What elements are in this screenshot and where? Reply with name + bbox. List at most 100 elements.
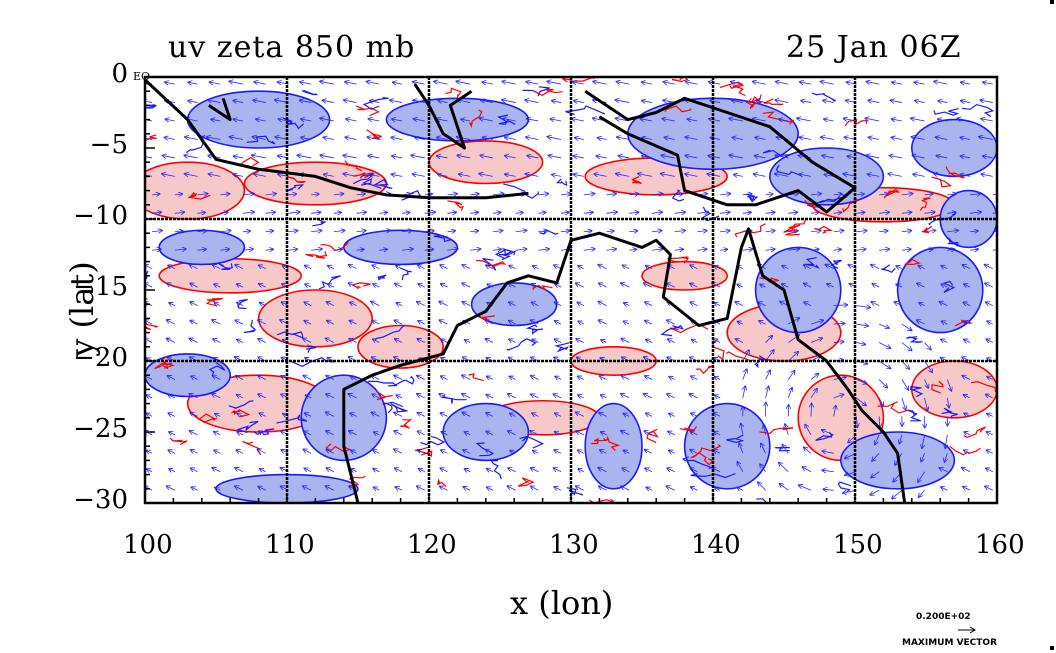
vorticity-contour [830, 259, 842, 269]
wind-vector [555, 413, 562, 416]
wind-vector [765, 194, 773, 195]
wind-vector [237, 414, 244, 417]
wind-vector [941, 487, 948, 490]
wind-vector [185, 137, 198, 140]
wind-vector [413, 82, 425, 84]
wind-vector [152, 231, 162, 232]
wind-vector [947, 249, 954, 250]
vorticity-contour [348, 475, 366, 487]
vorticity-contour [605, 435, 621, 451]
vorticity-contour [750, 94, 762, 104]
vorticity-contour [360, 177, 382, 189]
wind-vector [629, 194, 638, 195]
wind-vector [547, 137, 562, 140]
wind-vector [944, 453, 947, 462]
wind-vector [732, 137, 743, 139]
wind-vector [229, 81, 244, 85]
wind-vector [258, 320, 266, 325]
wind-vector [601, 432, 607, 435]
wind-vector [599, 413, 607, 417]
wind-vector [945, 434, 947, 448]
wind-vector [396, 395, 403, 398]
negative-vorticity-region [939, 189, 997, 249]
wind-vector [213, 339, 221, 343]
x-tick-label: 150 [833, 530, 883, 560]
wind-vector [236, 376, 244, 380]
wind-vector [368, 119, 380, 121]
wind-vector [642, 138, 653, 140]
wind-vector [992, 193, 997, 196]
wind-vector [621, 394, 630, 399]
wind-vector [344, 100, 357, 103]
vorticity-contour [664, 105, 692, 113]
wind-vector [799, 137, 812, 139]
wind-vector [526, 82, 539, 84]
vorticity-contour [433, 235, 453, 243]
wind-vector [164, 137, 175, 139]
vorticity-contour [301, 89, 318, 96]
vorticity-contour [325, 443, 352, 453]
wind-vector [878, 360, 890, 369]
wind-vector [690, 302, 698, 306]
wind-vector [574, 101, 584, 103]
wind-vector [533, 266, 539, 269]
wind-vector [799, 174, 812, 176]
wind-vector [168, 376, 175, 380]
wind-vector [765, 249, 775, 250]
wind-vector [645, 302, 653, 306]
wind-vector [896, 266, 903, 269]
wind-vector [394, 412, 403, 417]
wind-vector [439, 302, 448, 306]
wind-vector [300, 82, 312, 84]
wind-vector [418, 321, 425, 324]
wind-vector [184, 155, 198, 158]
wind-vector [220, 212, 228, 213]
wind-vector [168, 450, 175, 453]
wind-vector [578, 395, 584, 398]
wind-vector [326, 338, 335, 343]
vorticity-contour [904, 258, 921, 266]
wind-vector [621, 376, 630, 380]
wind-vector [947, 194, 956, 195]
wind-vector [661, 155, 675, 158]
wind-vector [146, 413, 153, 416]
wind-vector [328, 284, 335, 287]
wind-vector [986, 468, 993, 471]
wind-vector [413, 174, 425, 176]
wind-vector [356, 231, 366, 232]
wind-vector [759, 321, 766, 324]
wind-vector [644, 394, 653, 399]
vorticity-contour [437, 477, 447, 488]
wind-vector [392, 156, 403, 158]
wind-vector [417, 394, 425, 399]
wind-vector [810, 231, 821, 232]
wind-vector [351, 469, 357, 472]
wind-vector [691, 487, 698, 490]
wind-vector [969, 249, 978, 250]
vorticity-contour [498, 250, 517, 261]
wind-vector [871, 471, 880, 478]
wind-vector [690, 431, 698, 435]
wind-vector [197, 249, 207, 250]
wind-vector [370, 101, 380, 103]
x-tick-label: 120 [407, 530, 457, 560]
vorticity-contour [931, 380, 944, 394]
wind-vector [214, 450, 221, 453]
wind-vector [742, 369, 747, 380]
wind-vector [212, 394, 221, 399]
wind-vector [735, 302, 743, 306]
wind-vector [235, 468, 244, 473]
wind-vector [169, 469, 175, 472]
wind-vector [879, 212, 889, 213]
wind-vector [297, 155, 312, 159]
wind-vector [938, 101, 948, 103]
wind-vector [601, 340, 607, 343]
corner-mark [1050, 646, 1054, 650]
wind-vector [169, 303, 175, 306]
wind-vector [961, 156, 971, 158]
wind-vector [259, 265, 266, 269]
wind-vector [256, 119, 266, 121]
wind-vector [892, 489, 903, 498]
wind-vector [414, 119, 425, 121]
wind-vector [782, 445, 789, 454]
